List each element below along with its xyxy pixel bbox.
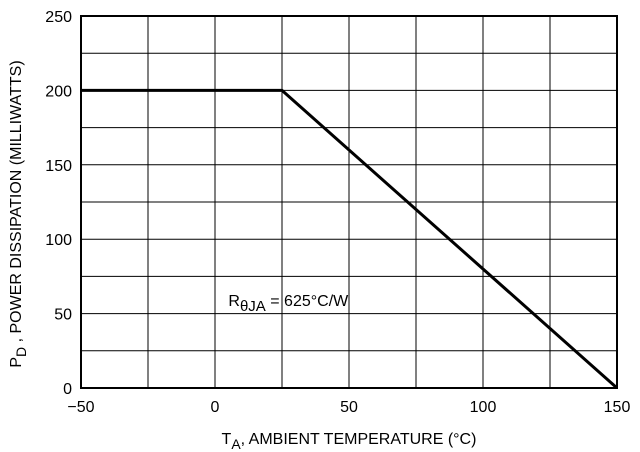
y-axis-title: PD , POWER DISSIPATION (MILLIWATTS) — [8, 60, 29, 367]
annotation-sub: θJA — [240, 298, 266, 315]
thermal-resistance-annotation: RθJA = 625°C/W — [228, 293, 349, 315]
x-tick-label: 50 — [340, 399, 358, 416]
x-axis-title-sub: A — [231, 436, 241, 452]
grid — [81, 16, 617, 388]
annotation-main: R — [228, 293, 240, 310]
y-tick-label: 50 — [54, 307, 72, 324]
plot-frame — [80, 15, 618, 389]
x-axis-title-main: T — [222, 431, 232, 448]
x-tick-label: 100 — [470, 399, 497, 416]
y-axis-title-rest: , POWER DISSIPATION (MILLIWATTS) — [8, 60, 25, 347]
y-tick-label: 150 — [45, 158, 72, 175]
y-tick-label: 250 — [45, 9, 72, 26]
y-tick-label: 100 — [45, 232, 72, 249]
annotation-rest: = 625°C/W — [266, 293, 349, 310]
y-tick-label: 200 — [45, 83, 72, 100]
x-axis-title-rest: , AMBIENT TEMPERATURE (°C) — [241, 431, 477, 448]
y-axis-title-sub: D — [13, 347, 29, 357]
y-tick-label: 0 — [63, 381, 72, 398]
y-axis-title-main: P — [8, 357, 25, 368]
x-tick-label: −50 — [67, 399, 94, 416]
x-tick-label: 0 — [211, 399, 220, 416]
derating-curve — [81, 88, 618, 390]
x-axis-title: TA, AMBIENT TEMPERATURE (°C) — [222, 431, 477, 452]
x-tick-label: 150 — [604, 399, 631, 416]
series — [81, 88, 618, 390]
